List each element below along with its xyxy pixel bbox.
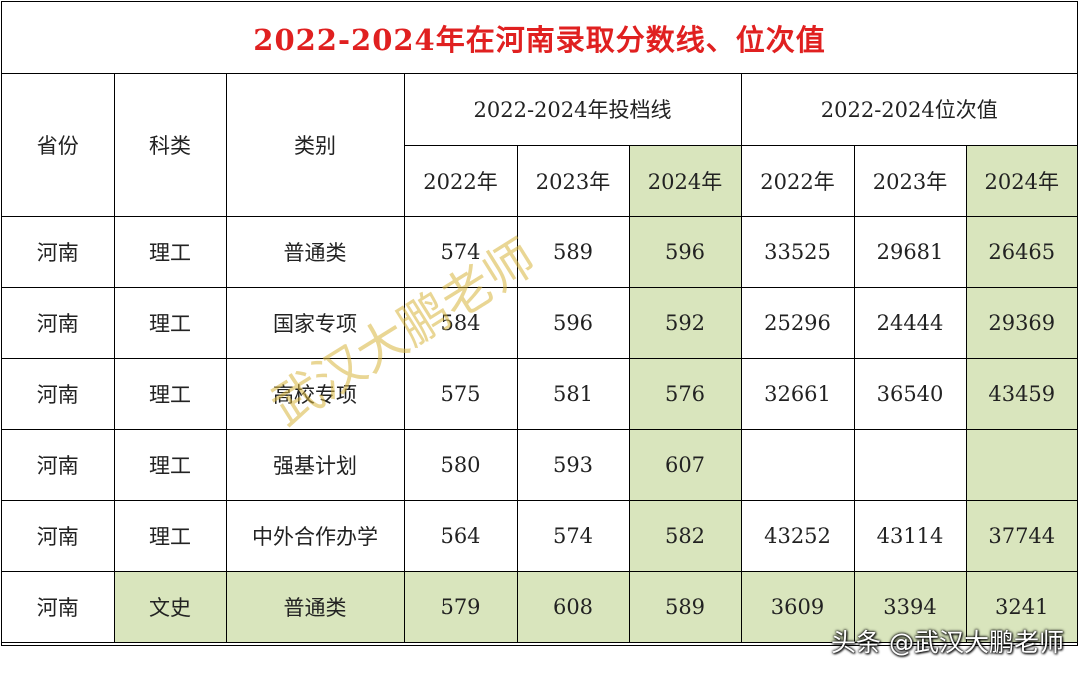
cell-subject: 理工	[113, 357, 227, 430]
cell-rank-2024	[965, 428, 1078, 501]
cell-rank-2023: 36540	[853, 357, 967, 430]
header-category: 类别	[225, 74, 405, 217]
table-row: 河南 文史 普通类 579 608 589 3609 3394 3241	[2, 570, 1078, 643]
cell-rank-2023	[853, 428, 967, 501]
cell-rank-2024: 43459	[965, 357, 1078, 430]
cell-rank-2023: 24444	[853, 286, 967, 359]
cell-score-2022: 574	[403, 215, 518, 288]
cell-subject: 理工	[113, 499, 227, 572]
header-score-2023: 2023年	[516, 144, 630, 217]
table-title: 2022-2024年在河南录取分数线、位次值	[2, 2, 1077, 74]
cell-province: 河南	[2, 570, 115, 643]
header-group-scores: 2022-2024年投档线	[403, 74, 742, 146]
header-score-2022: 2022年	[404, 144, 518, 217]
cell-category: 国家专项	[225, 286, 405, 359]
header-rank-2022: 2022年	[740, 144, 855, 217]
cell-score-2024: 607	[628, 428, 742, 501]
cell-score-2022: 564	[403, 499, 518, 572]
cell-rank-2023: 3394	[853, 570, 967, 643]
cell-rank-2023: 43114	[853, 499, 967, 572]
cell-province: 河南	[2, 357, 115, 430]
cell-score-2023: 589	[516, 215, 630, 288]
cell-subject: 理工	[113, 286, 227, 359]
cell-category: 高校专项	[225, 357, 405, 430]
table-row: 河南 理工 普通类 574 589 596 33525 29681 26465	[2, 215, 1078, 288]
header-province: 省份	[2, 74, 115, 217]
cell-score-2024: 589	[628, 570, 742, 643]
table-row: 河南 理工 国家专项 584 596 592 25296 24444 29369	[2, 286, 1078, 359]
cell-score-2022: 584	[403, 286, 518, 359]
header-rank-2023: 2023年	[853, 144, 967, 217]
cell-rank-2022	[740, 428, 855, 501]
cell-rank-2022: 3609	[740, 570, 855, 643]
source-credit: 头条 @武汉大鹏老师	[831, 628, 1064, 657]
cell-score-2022: 579	[403, 570, 518, 643]
cell-score-2023: 608	[516, 570, 630, 643]
cell-rank-2022: 43252	[740, 499, 855, 572]
header-score-2024: 2024年	[628, 144, 742, 217]
cell-province: 河南	[2, 499, 115, 572]
cell-rank-2023: 29681	[853, 215, 967, 288]
score-table: 省份 科类 类别 2022-2024年投档线 2022-2024位次值 2022…	[2, 74, 1078, 643]
cell-province: 河南	[2, 428, 115, 501]
cell-province: 河南	[2, 286, 115, 359]
header-subject: 科类	[113, 74, 227, 217]
cell-category: 普通类	[225, 215, 405, 288]
cell-rank-2022: 25296	[740, 286, 855, 359]
cell-rank-2024: 37744	[965, 499, 1078, 572]
cell-province: 河南	[2, 215, 115, 288]
cell-score-2024: 582	[628, 499, 742, 572]
cell-subject: 文史	[113, 570, 227, 643]
cell-rank-2024: 26465	[965, 215, 1078, 288]
cell-category: 普通类	[225, 570, 405, 643]
table-row: 河南 理工 高校专项 575 581 576 32661 36540 43459	[2, 357, 1078, 430]
cell-rank-2024: 3241	[965, 570, 1078, 643]
cell-category: 中外合作办学	[225, 499, 405, 572]
cell-score-2024: 592	[628, 286, 742, 359]
cell-score-2022: 580	[403, 428, 518, 501]
cell-rank-2024: 29369	[965, 286, 1078, 359]
cell-score-2023: 574	[516, 499, 630, 572]
cell-rank-2022: 32661	[740, 357, 855, 430]
score-table-sheet: 2022-2024年在河南录取分数线、位次值 省份 科类 类别 2022-202…	[1, 1, 1078, 646]
cell-score-2022: 575	[403, 357, 518, 430]
cell-score-2024: 596	[628, 215, 742, 288]
cell-category: 强基计划	[225, 428, 405, 501]
table-row: 河南 理工 中外合作办学 564 574 582 43252 43114 377…	[2, 499, 1078, 572]
header-group-ranks: 2022-2024位次值	[740, 74, 1078, 146]
cell-subject: 理工	[113, 428, 227, 501]
header-rank-2024: 2024年	[965, 144, 1078, 217]
cell-rank-2022: 33525	[740, 215, 855, 288]
cell-score-2023: 593	[516, 428, 630, 501]
table-row: 河南 理工 强基计划 580 593 607	[2, 428, 1078, 501]
cell-score-2024: 576	[628, 357, 742, 430]
cell-score-2023: 581	[516, 357, 630, 430]
cell-score-2023: 596	[516, 286, 630, 359]
cell-subject: 理工	[113, 215, 227, 288]
